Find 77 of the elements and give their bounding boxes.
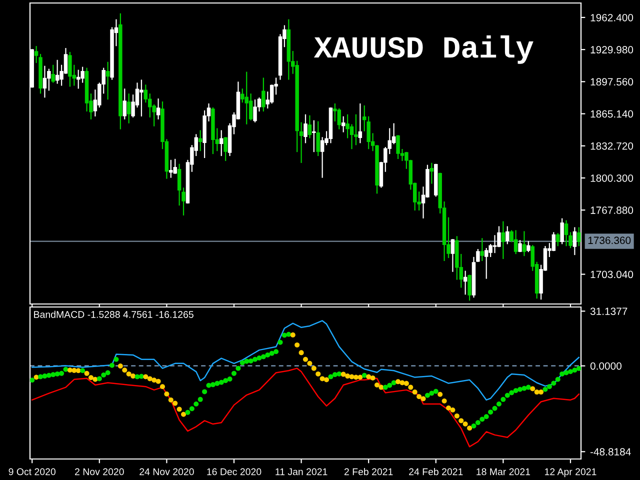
y-tick-label: 1897.560 — [590, 78, 634, 86]
y-tick-label: 0.0000 — [590, 362, 622, 370]
candlestick — [55, 60, 60, 84]
candlestick — [68, 52, 72, 87]
candlestick — [244, 72, 248, 124]
line-series — [31, 320, 580, 401]
candlestick — [42, 66, 47, 98]
candlestick — [354, 114, 358, 146]
candlestick — [320, 137, 324, 178]
y-tick-label: 1929.980 — [590, 46, 634, 54]
candlestick — [308, 115, 312, 138]
candlestick — [122, 88, 126, 120]
x-tick-label: 12 Apr 2021 — [545, 468, 596, 478]
candlestick — [522, 231, 526, 256]
x-tick-label: 11 Jan 2021 — [276, 468, 328, 476]
x-tick-label: 24 Nov 2020 — [140, 468, 194, 476]
candlestick — [560, 218, 564, 244]
x-tick-label: 2 Feb 2021 — [344, 468, 393, 476]
candlestick — [173, 158, 177, 174]
candlestick — [51, 64, 55, 83]
candlestick — [396, 135, 400, 160]
candlestick — [468, 274, 472, 301]
x-tick-label: 18 Mar 2021 — [476, 468, 530, 476]
candlestick — [248, 94, 253, 120]
candlestick — [140, 80, 144, 116]
x-tick-label: 9 Oct 2020 — [8, 468, 56, 476]
candlestick — [126, 94, 131, 124]
y-tick-label: 1767.880 — [590, 206, 634, 214]
candlestick — [463, 270, 468, 295]
candlestick — [556, 233, 560, 246]
candlestick — [501, 221, 506, 260]
y-tick-label: 1800.300 — [590, 174, 634, 182]
candlestick — [572, 227, 577, 256]
candlestick — [564, 220, 568, 246]
ref-line-label: 1736.360 — [588, 236, 631, 244]
x-tick-label: 24 Feb 2021 — [409, 468, 463, 476]
candlestick — [480, 238, 484, 261]
candlestick — [312, 120, 316, 152]
candlestick — [337, 108, 342, 130]
y-tick-label: 1865.140 — [590, 110, 634, 118]
candlestick — [156, 98, 160, 120]
candlestick — [341, 116, 346, 132]
candlestick — [177, 164, 182, 206]
candlestick — [358, 103, 362, 144]
candlestick — [106, 62, 110, 100]
candlestick — [262, 78, 266, 112]
candlestick — [518, 240, 522, 252]
candlestick — [224, 137, 228, 161]
candlestick — [76, 70, 80, 89]
candlestick — [526, 241, 530, 252]
chart-title: BandMACD -1.5288 4.7561 -16.1265 — [34, 310, 194, 318]
candlestick — [220, 130, 224, 156]
y-tick-label: 1832.720 — [590, 142, 634, 150]
y-tick-label: 31.1377 — [590, 308, 628, 316]
line-series — [31, 368, 580, 448]
candlestick — [148, 94, 152, 118]
candlestick — [506, 226, 510, 244]
candlestick — [316, 121, 320, 156]
candlestick — [270, 84, 274, 104]
y-tick-label: 1962.400 — [590, 14, 634, 22]
candlestick — [577, 227, 581, 246]
x-tick-label: 2 Nov 2020 — [75, 468, 124, 476]
candlestick — [430, 162, 434, 184]
candlestick — [198, 130, 202, 152]
y-tick-label: -48.8184 — [590, 448, 631, 456]
text: XAUUSD Daily — [314, 35, 534, 64]
candlestick — [253, 99, 257, 122]
y-tick-label: 1703.040 — [590, 270, 634, 278]
candlestick — [514, 230, 518, 254]
x-tick-label: 16 Dec 2020 — [207, 468, 262, 476]
candlestick — [450, 239, 455, 272]
candlestick — [169, 160, 173, 178]
candlestick — [304, 114, 308, 144]
candlestick — [552, 232, 556, 252]
candlestick — [484, 248, 488, 279]
candlestick — [350, 124, 354, 150]
candlestick — [492, 235, 497, 254]
